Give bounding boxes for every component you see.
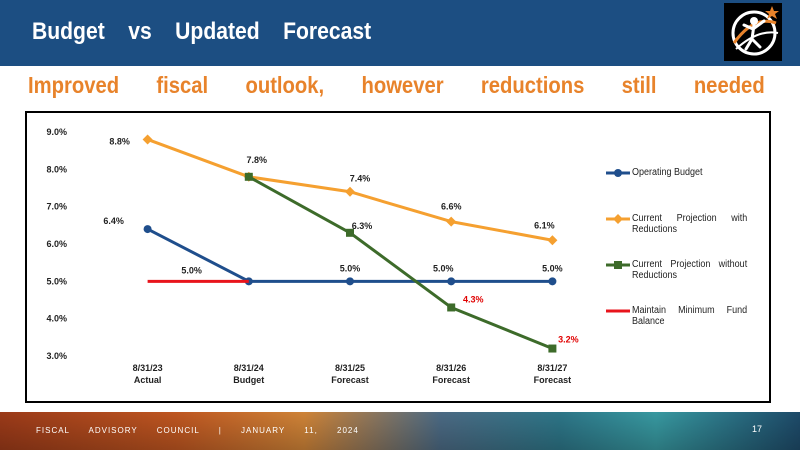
- data-label: 5.0%: [181, 265, 202, 275]
- x-tick-label: Forecast: [331, 375, 369, 385]
- legend-label: Operating Budget: [632, 167, 703, 178]
- logo-icon: [724, 3, 782, 61]
- x-tick-label: Budget: [233, 375, 264, 385]
- page-number: 17: [752, 424, 763, 434]
- series-line: [146, 227, 553, 283]
- y-tick-label: 6.0%: [46, 239, 67, 249]
- legend-marker: [613, 214, 623, 224]
- data-point: [346, 277, 354, 286]
- data-label: 7.4%: [350, 174, 371, 184]
- x-tick-label: 8/31/24: [234, 363, 264, 373]
- data-point: [143, 225, 152, 234]
- x-tick-label: 8/31/25: [335, 363, 365, 373]
- footer-text: FISCAL ADVISORY COUNCIL | JANUARY 11, 20…: [36, 426, 359, 435]
- x-tick-label: Forecast: [432, 375, 470, 385]
- slide-subtitle: Improved fiscal outlook, however reducti…: [28, 72, 765, 98]
- logo-graphic: [731, 6, 779, 56]
- data-point: [345, 186, 355, 197]
- footer-bar: FISCAL ADVISORY COUNCIL | JANUARY 11, 20…: [0, 412, 800, 450]
- x-tick-label: Forecast: [534, 375, 572, 385]
- data-point: [346, 228, 354, 237]
- legend-swatch: [606, 309, 630, 313]
- data-label: 6.3%: [352, 221, 373, 231]
- legend-marker: [614, 261, 622, 269]
- legend-marker: [614, 169, 622, 177]
- data-label: 6.6%: [441, 202, 462, 212]
- y-tick-label: 8.0%: [46, 164, 67, 174]
- y-tick-label: 4.0%: [46, 314, 67, 324]
- y-tick-label: 3.0%: [46, 351, 67, 361]
- title-bar: Budget vs Updated Forecast: [0, 0, 800, 66]
- legend-swatch: [606, 214, 630, 224]
- data-point: [244, 172, 253, 181]
- data-point: [446, 216, 457, 227]
- x-tick-label: 8/31/23: [133, 363, 163, 373]
- y-tick-label: 5.0%: [46, 276, 67, 286]
- data-label: 5.0%: [433, 263, 454, 273]
- data-point: [547, 235, 558, 246]
- x-tick-label: 8/31/27: [537, 363, 567, 373]
- y-tick-label: 7.0%: [46, 202, 67, 212]
- legend-label: Current Projection without Reductions: [632, 259, 748, 281]
- data-label: 5.0%: [542, 263, 563, 273]
- x-tick-label: Actual: [134, 375, 162, 385]
- data-point: [142, 134, 153, 145]
- slide-title: Budget vs Updated Forecast: [32, 18, 372, 45]
- y-tick-label: 9.0%: [46, 127, 67, 137]
- data-label: 7.8%: [247, 155, 268, 165]
- data-label: 3.2%: [558, 335, 579, 345]
- chart-frame: 3.0% 4.0% 5.0% 6.0% 7.0% 8.0% 9.0% 8/31/23 Actua…: [25, 111, 771, 403]
- footer-shade: [0, 412, 800, 450]
- data-label: 4.3%: [463, 294, 484, 304]
- data-point: [447, 303, 456, 312]
- legend-swatch: [606, 169, 630, 177]
- series-line: [248, 175, 553, 350]
- data-label: 5.0%: [340, 263, 361, 273]
- data-point: [447, 277, 456, 286]
- data-label: 6.4%: [103, 216, 124, 226]
- legend-swatch: [606, 261, 630, 269]
- legend-label: Maintain Minimum Fund Balance: [632, 305, 748, 327]
- data-point: [548, 344, 557, 353]
- data-label: 6.1%: [534, 220, 555, 230]
- data-point: [548, 277, 557, 286]
- x-tick-label: 8/31/26: [436, 363, 466, 373]
- legend-label: Current Projection with Reductions: [632, 213, 748, 235]
- line-chart: 3.0% 4.0% 5.0% 6.0% 7.0% 8.0% 9.0% 8/31/23 Actua…: [46, 127, 579, 385]
- data-label: 8.8%: [109, 136, 130, 146]
